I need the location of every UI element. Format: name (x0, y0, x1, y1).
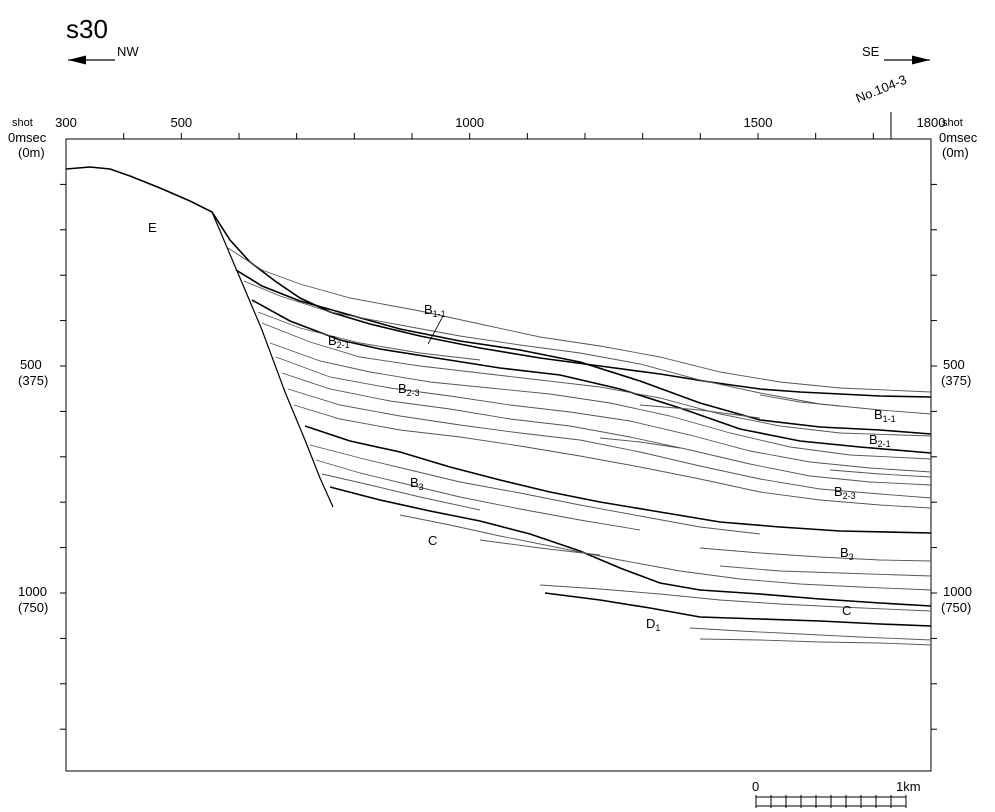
unit-label-b2-1-left: B2-1 (328, 333, 350, 350)
top-axis-tick-label: 1000 (455, 115, 484, 130)
depth-label-right-750: (750) (941, 600, 971, 615)
top-axis-tick-label: 1500 (744, 115, 773, 130)
unit-label-c-left: C (428, 533, 437, 548)
depth-label-right-375: (375) (941, 373, 971, 388)
time-label-left-500: 500 (20, 357, 42, 372)
unit-label-b3-left: B3 (410, 475, 424, 492)
side-axis-ticks (60, 183, 937, 730)
direction-right-label: SE (862, 44, 880, 59)
zero-depth-right: (0m) (942, 145, 969, 160)
station-label: No.104-3 (854, 72, 909, 106)
unit-label-b3-right: B3 (840, 545, 854, 562)
unit-label-c-right: C (842, 603, 851, 618)
time-label-left-1000: 1000 (18, 584, 47, 599)
thick-horizons (235, 269, 932, 627)
scale-bar-end-label: 1km (896, 779, 921, 794)
unit-label-b2-1-right: B2-1 (869, 432, 891, 449)
unit-label-subscript: 1-1 (433, 309, 446, 319)
top-axis-tick-label: 500 (170, 115, 192, 130)
unit-label-b1-1-left: B1-1 (424, 302, 446, 319)
top-axis-tick-label: 1800 (917, 115, 946, 130)
scale-bar-start-label: 0 (752, 779, 759, 794)
zero-depth-left: (0m) (18, 145, 45, 160)
direction-left-label: NW (117, 44, 139, 59)
depth-label-left-375: (375) (18, 373, 48, 388)
thin-reflectors (227, 247, 932, 646)
unit-label-main: B (840, 545, 849, 560)
unit-label-main: E (148, 220, 157, 235)
unit-label-b2-3-left: B2-3 (398, 381, 420, 398)
scale-bar (755, 795, 907, 808)
unit-label-subscript: 3 (849, 552, 854, 562)
unit-label-main: B (874, 407, 883, 422)
shot-unit-right: shot (942, 117, 963, 129)
unit-label-main: B (398, 381, 407, 396)
nw-arrow-icon (68, 55, 115, 65)
label-leader-line (427, 315, 444, 345)
unit-label-b1-1-right: B1-1 (874, 407, 896, 424)
se-arrow-icon (884, 55, 930, 65)
shot-unit-left: shot (12, 117, 33, 129)
unit-label-subscript: 2-1 (878, 439, 891, 449)
unit-label-main: C (428, 533, 437, 548)
zero-time-left: 0msec (8, 130, 47, 145)
top-axis: 300 500 1000 1500 1800 (55, 115, 945, 139)
unit-label-main: B (424, 302, 433, 317)
section-frame (65, 138, 932, 772)
unit-label-e: E (148, 220, 157, 235)
depth-label-left-750: (750) (18, 600, 48, 615)
unit-label-main: C (842, 603, 851, 618)
unit-label-subscript: 3 (419, 482, 424, 492)
unit-label-subscript: 1-1 (883, 414, 896, 424)
time-label-right-500: 500 (943, 357, 965, 372)
unit-label-subscript: 1 (655, 623, 660, 633)
unit-label-subscript: 2-3 (407, 388, 420, 398)
section-title: s30 (66, 14, 108, 44)
unit-label-subscript: 2-1 (337, 340, 350, 350)
unit-label-subscript: 2-3 (843, 491, 856, 501)
unit-label-main: B (834, 484, 843, 499)
zero-time-right: 0msec (939, 130, 978, 145)
top-axis-tick-label: 300 (55, 115, 77, 130)
unit-label-main: D (646, 616, 655, 631)
unit-label-b2-3-right: B2-3 (834, 484, 856, 501)
terrain-surface (65, 166, 932, 398)
fault-line (211, 211, 334, 508)
unit-label-main: B (328, 333, 337, 348)
unit-label-d1: D1 (646, 616, 660, 633)
unit-label-main: B (410, 475, 419, 490)
time-label-right-1000: 1000 (943, 584, 972, 599)
unit-label-main: B (869, 432, 878, 447)
